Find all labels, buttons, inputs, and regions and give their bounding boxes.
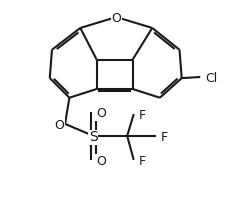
Text: F: F [139, 155, 146, 168]
Text: Cl: Cl [206, 72, 218, 85]
Text: F: F [161, 131, 168, 144]
Text: O: O [96, 107, 106, 120]
Text: S: S [89, 130, 98, 144]
Text: O: O [96, 155, 106, 168]
Text: O: O [111, 12, 121, 25]
Text: O: O [55, 119, 64, 132]
Text: F: F [139, 109, 146, 122]
